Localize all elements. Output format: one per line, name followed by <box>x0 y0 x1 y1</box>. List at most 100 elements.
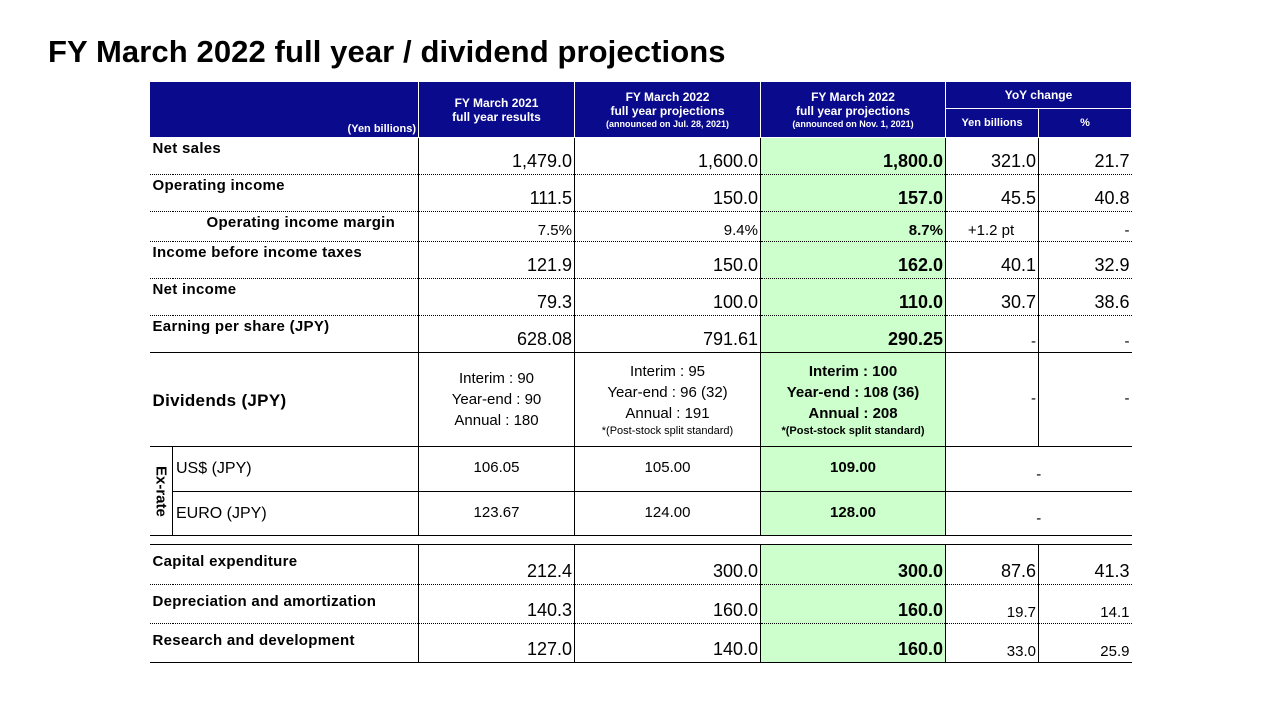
eur-yoy: - <box>945 491 1132 536</box>
exrate-label: Ex-rate <box>149 446 173 536</box>
col-header-fy2022-jul: FY March 2022 full year projections (ann… <box>574 81 761 138</box>
value-fy2022-jul: 150.0 <box>574 174 761 212</box>
row-operating-margin: Operating income margin 7.5% 9.4% 8.7% +… <box>149 211 1132 242</box>
usd-fy2022-jul: 105.00 <box>574 446 761 492</box>
yoy-yen: - <box>945 352 1039 447</box>
interim: Interim : 95 <box>629 363 706 380</box>
value-fy2021: 121.9 <box>418 241 575 279</box>
value-fy2022-jul: 150.0 <box>574 241 761 279</box>
value-fy2021: 140.3 <box>418 584 575 624</box>
year-end: Year-end : 90 <box>451 391 542 408</box>
annual: Annual : 191 <box>625 405 710 422</box>
row-label: Operating income <box>149 174 419 212</box>
yoy-pct: 38.6 <box>1038 278 1132 316</box>
usd-yoy: - <box>945 446 1132 492</box>
yoy-pct: - <box>1038 352 1132 447</box>
row-usd: Ex-rate US$ (JPY) 106.05 105.00 109.00 - <box>149 446 1132 536</box>
yoy-yen-header: Yen billions <box>945 108 1039 138</box>
value-fy2022-jul: 9.4% <box>574 211 761 242</box>
yoy-yen: - <box>945 315 1039 353</box>
split-note: *(Post-stock split standard) <box>781 425 925 437</box>
eur-label: EURO (JPY) <box>172 491 419 536</box>
yoy-yen: 33.0 <box>945 623 1039 663</box>
dividends-fy2021: Interim : 90 Year-end : 90 Annual : 180 <box>418 352 575 447</box>
projections-table: (Yen billions) FY March 2021 full year r… <box>149 81 1132 663</box>
yoy-pct: - <box>1038 315 1132 353</box>
row-label: Income before income taxes <box>149 241 419 279</box>
value-fy2022-jul: 1,600.0 <box>574 137 761 175</box>
row-label: Operating income margin <box>149 211 419 242</box>
interim: Interim : 90 <box>458 370 535 387</box>
eur-fy2022-jul: 124.00 <box>574 491 761 536</box>
interim: Interim : 100 <box>808 363 898 380</box>
yoy-yen: 321.0 <box>945 137 1039 175</box>
yoy-pct: 25.9 <box>1038 623 1132 663</box>
value-fy2022-nov: 160.0 <box>760 623 946 663</box>
yoy-pct: - <box>1038 211 1132 242</box>
annual: Annual : 208 <box>808 405 898 422</box>
row-label: Dividends (JPY) <box>149 352 419 447</box>
yoy-yen: +1.2 pt <box>945 211 1039 242</box>
yoy-pct-header: % <box>1038 108 1132 138</box>
row-label: Net income <box>149 278 419 316</box>
yoy-pct: 21.7 <box>1038 137 1132 175</box>
row-label: Depreciation and amortization <box>149 584 419 624</box>
row-label: Net sales <box>149 137 419 175</box>
value-fy2022-nov: 290.25 <box>760 315 946 353</box>
row-depreciation: Depreciation and amortization 140.3 160.… <box>149 584 1132 624</box>
value-fy2022-nov: 110.0 <box>760 278 946 316</box>
yoy-pct: 32.9 <box>1038 241 1132 279</box>
value-fy2022-jul: 100.0 <box>574 278 761 316</box>
col1-main: FY March 2021 <box>454 95 539 110</box>
row-label: Capital expenditure <box>149 544 419 585</box>
yoy-yen: 87.6 <box>945 544 1039 585</box>
value-fy2022-nov: 160.0 <box>760 584 946 624</box>
row-dividends: Dividends (JPY) Interim : 90 Year-end : … <box>149 352 1132 447</box>
row-income-before-tax: Income before income taxes 121.9 150.0 1… <box>149 241 1132 279</box>
value-fy2021: 127.0 <box>418 623 575 663</box>
value-fy2022-nov: 300.0 <box>760 544 946 585</box>
col2-sub: full year projections <box>610 103 725 118</box>
eur-fy2021: 123.67 <box>418 491 575 536</box>
row-capex: Capital expenditure 212.4 300.0 300.0 87… <box>149 544 1132 585</box>
row-label: Research and development <box>149 623 419 663</box>
eur-fy2022-nov: 128.00 <box>760 491 946 536</box>
col1-sub: full year results <box>452 109 541 124</box>
value-fy2022-nov: 1,800.0 <box>760 137 946 175</box>
value-fy2022-jul: 791.61 <box>574 315 761 353</box>
dividends-fy2022-jul: Interim : 95 Year-end : 96 (32) Annual :… <box>574 352 761 447</box>
usd-fy2022-nov: 109.00 <box>760 446 946 492</box>
value-fy2021: 212.4 <box>418 544 575 585</box>
col3-sub: full year projections <box>795 103 911 118</box>
yoy-pct: 41.3 <box>1038 544 1132 585</box>
value-fy2021: 79.3 <box>418 278 575 316</box>
value-fy2022-nov: 162.0 <box>760 241 946 279</box>
yoy-pct: 40.8 <box>1038 174 1132 212</box>
row-eur: EURO (JPY) 123.67 124.00 128.00 - <box>150 491 1132 536</box>
col-header-fy2022-nov: FY March 2022 full year projections (ann… <box>760 81 946 138</box>
dividends-fy2022-nov: Interim : 100 Year-end : 108 (36) Annual… <box>760 352 946 447</box>
yoy-header: YoY change <box>945 81 1132 109</box>
yoy-yen: 19.7 <box>945 584 1039 624</box>
value-fy2022-nov: 157.0 <box>760 174 946 212</box>
row-operating-income: Operating income 111.5 150.0 157.0 45.5 … <box>149 174 1132 212</box>
col3-note: (announced on Nov. 1, 2021) <box>792 118 914 129</box>
yoy-yen: 45.5 <box>945 174 1039 212</box>
unit-label: (Yen billions) <box>149 81 419 138</box>
row-rnd: Research and development 127.0 140.0 160… <box>149 623 1132 663</box>
year-end: Year-end : 96 (32) <box>607 384 728 401</box>
value-fy2021: 7.5% <box>418 211 575 242</box>
value-fy2021: 1,479.0 <box>418 137 575 175</box>
value-fy2022-jul: 140.0 <box>574 623 761 663</box>
col2-note: (announced on Jul. 28, 2021) <box>605 118 730 129</box>
value-fy2021: 628.08 <box>418 315 575 353</box>
value-fy2021: 111.5 <box>418 174 575 212</box>
row-net-sales: Net sales 1,479.0 1,600.0 1,800.0 321.0 … <box>149 137 1132 175</box>
yoy-yen: 30.7 <box>945 278 1039 316</box>
annual: Annual : 180 <box>454 412 539 429</box>
yoy-yen: 40.1 <box>945 241 1039 279</box>
split-note: *(Post-stock split standard) <box>601 425 734 437</box>
col2-main: FY March 2022 <box>625 89 710 104</box>
value-fy2022-nov: 8.7% <box>760 211 946 242</box>
row-net-income: Net income 79.3 100.0 110.0 30.7 38.6 <box>149 278 1132 316</box>
